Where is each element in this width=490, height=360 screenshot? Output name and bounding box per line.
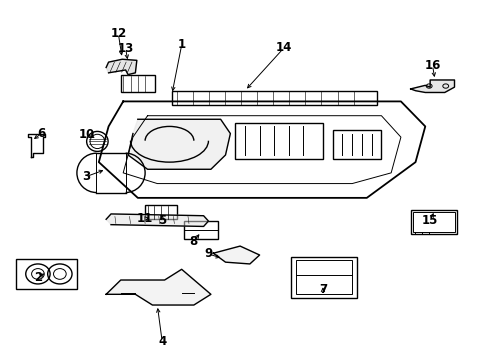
Bar [413,212,455,232]
Text: 14: 14 [276,41,292,54]
Text: 5: 5 [158,213,166,226]
Text: 15: 15 [422,213,439,226]
Text: 16: 16 [424,59,441,72]
Text: 2: 2 [34,271,42,284]
Bar [121,75,155,93]
Polygon shape [106,214,208,226]
Text: 12: 12 [110,27,126,40]
Text: 9: 9 [204,247,213,260]
Text: 11: 11 [137,212,153,225]
Text: 7: 7 [319,283,327,296]
Text: 3: 3 [83,170,91,183]
Bar [333,130,381,158]
Polygon shape [213,246,260,264]
Bar [145,205,177,219]
Bar [291,257,357,298]
Text: 13: 13 [118,42,134,55]
Text: 6: 6 [37,127,46,140]
Bar [97,153,125,193]
Text: 4: 4 [158,335,166,348]
Bar [296,260,352,294]
Text: 10: 10 [78,128,95,141]
Polygon shape [106,269,211,305]
Text: 8: 8 [190,235,198,248]
Bar [235,123,323,158]
Polygon shape [128,119,230,169]
Bar [411,210,457,234]
Bar [16,258,77,289]
Bar [172,91,376,105]
Text: 1: 1 [177,39,186,51]
Polygon shape [106,59,137,75]
Bar [184,221,218,239]
Polygon shape [411,80,455,93]
